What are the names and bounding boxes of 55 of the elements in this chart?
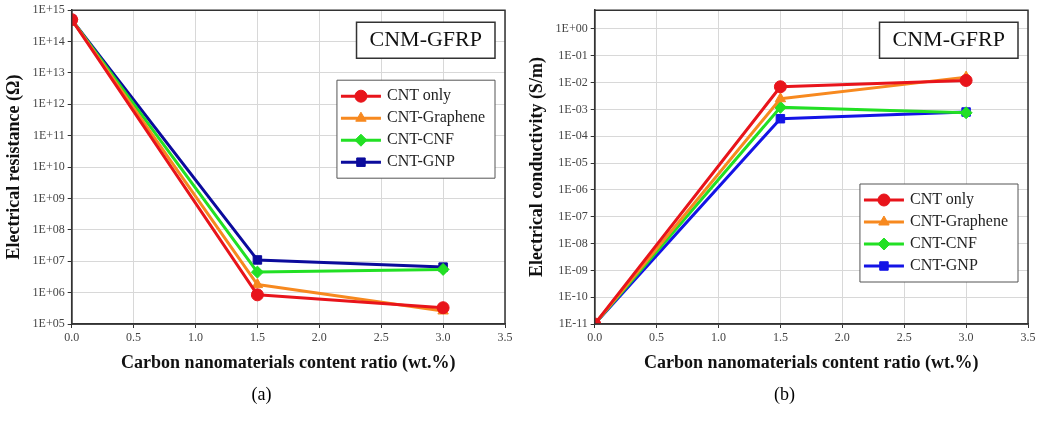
y-tick-label: 1E-08 — [558, 235, 588, 250]
y-tick-label: 1E+10 — [32, 159, 65, 174]
x-tick-label: 3.5 — [497, 330, 513, 345]
y-tick-label: 1E-09 — [558, 262, 588, 277]
x-tick-label: 2.5 — [373, 330, 389, 345]
x-tick-label: 3.0 — [958, 330, 974, 345]
x-tick-label: 3.0 — [435, 330, 451, 345]
y-tick-label: 1E-04 — [558, 128, 588, 143]
legend-label: CNT-GNP — [386, 152, 455, 170]
y-axis-title: Electrical conductivity (S/m) — [526, 57, 548, 278]
y-tick-label: 1E+14 — [32, 33, 65, 48]
x-tick-label: 0.5 — [126, 330, 142, 345]
x-tick-label: 0.5 — [649, 330, 665, 345]
x-tick-label: 2.5 — [896, 330, 912, 345]
x-tick-label: 1.0 — [188, 330, 203, 345]
legend-label: CNT-Graphene — [386, 108, 485, 127]
x-tick-label: 3.5 — [1020, 330, 1036, 345]
y-tick-label: 1E-11 — [558, 316, 588, 331]
legend-label: CNT only — [909, 190, 975, 209]
annotation: CNM-GFRP — [892, 25, 1005, 51]
y-tick-label: 1E-06 — [558, 182, 588, 197]
y-tick-label: 1E-03 — [558, 101, 588, 116]
y-tick-label: 1E-01 — [558, 47, 588, 62]
y-tick-label: 1E-02 — [558, 74, 588, 89]
legend-label: CNT-Graphene — [909, 212, 1008, 231]
y-tick-label: 1E+07 — [32, 253, 65, 268]
y-tick-label: 1E+13 — [32, 65, 65, 80]
y-tick-label: 1E+12 — [32, 96, 65, 111]
y-tick-label: 1E-10 — [558, 289, 588, 304]
legend-label: CNT-GNP — [909, 256, 978, 274]
y-tick-label: 1E-05 — [558, 155, 588, 170]
legend-label: CNT-CNF — [386, 130, 455, 148]
text: (a) — [250, 384, 273, 405]
y-tick-label: 1E+06 — [32, 284, 65, 299]
legend-label: CNT only — [386, 86, 452, 105]
x-tick-label: 1.5 — [249, 330, 265, 345]
y-axis-title: Electrical resistance (Ω) — [3, 74, 25, 260]
y-tick-label: 1E+09 — [32, 190, 65, 205]
x-axis-title: Carbon nanomaterials content ratio (wt.%) — [644, 351, 979, 373]
annotation: CNM-GFRP — [369, 25, 482, 51]
x-tick-label: 0.0 — [587, 330, 603, 345]
y-tick-label: 1E+00 — [555, 21, 588, 36]
y-tick-label: 1E+15 — [32, 2, 65, 17]
x-tick-label: 2.0 — [311, 330, 327, 345]
x-tick-label: 1.5 — [772, 330, 788, 345]
text: (b) — [773, 384, 796, 405]
legend-label: CNT-CNF — [909, 234, 978, 252]
y-tick-label: 1E+05 — [32, 316, 65, 331]
x-tick-label: 1.0 — [711, 330, 726, 345]
y-tick-label: 1E+11 — [33, 127, 65, 142]
x-tick-label: 2.0 — [834, 330, 850, 345]
y-tick-label: 1E-07 — [558, 208, 588, 223]
x-axis-title: Carbon nanomaterials content ratio (wt.%) — [121, 351, 456, 373]
x-tick-label: 0.0 — [64, 330, 80, 345]
y-tick-label: 1E+08 — [32, 222, 65, 237]
